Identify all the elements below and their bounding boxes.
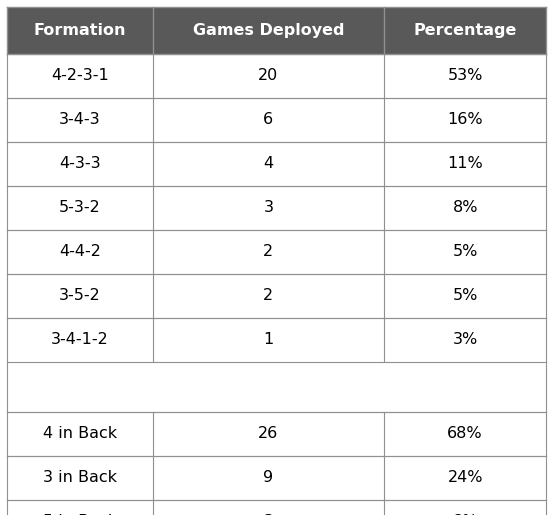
Text: 4-2-3-1: 4-2-3-1 [51, 68, 108, 83]
Bar [153, 456, 384, 500]
Text: 4-4-2: 4-4-2 [59, 245, 101, 260]
Text: 26: 26 [258, 426, 279, 441]
Text: 3: 3 [263, 200, 273, 215]
Bar [7, 186, 153, 230]
Text: 3-4-3: 3-4-3 [59, 112, 101, 128]
Text: 68%: 68% [447, 426, 483, 441]
Text: 2: 2 [263, 245, 274, 260]
Text: 5%: 5% [452, 288, 478, 303]
Bar [384, 142, 546, 186]
Bar [153, 318, 384, 362]
Bar [7, 98, 153, 142]
Text: Percentage: Percentage [414, 23, 517, 38]
Bar [153, 274, 384, 318]
Bar [153, 7, 384, 54]
Bar [384, 98, 546, 142]
Text: 4: 4 [263, 157, 274, 171]
Text: 11%: 11% [447, 157, 483, 171]
Bar [384, 500, 546, 515]
Bar [7, 274, 153, 318]
Bar [384, 230, 546, 274]
Bar [7, 7, 153, 54]
Text: 5-3-2: 5-3-2 [59, 200, 101, 215]
Bar [384, 186, 546, 230]
Bar [7, 54, 153, 98]
Text: 3-4-1-2: 3-4-1-2 [51, 333, 108, 348]
Bar [7, 142, 153, 186]
Bar [384, 7, 546, 54]
Text: 3 in Back: 3 in Back [43, 471, 117, 486]
Text: 53%: 53% [447, 68, 483, 83]
Bar [153, 54, 384, 98]
Text: 5%: 5% [452, 245, 478, 260]
Bar [153, 230, 384, 274]
Bar [7, 318, 153, 362]
Bar [153, 500, 384, 515]
Bar [384, 456, 546, 500]
Text: 20: 20 [258, 68, 279, 83]
Text: 2: 2 [263, 288, 274, 303]
Bar [7, 500, 153, 515]
Bar [7, 230, 153, 274]
Text: 1: 1 [263, 333, 274, 348]
Text: 24%: 24% [447, 471, 483, 486]
Bar [384, 412, 546, 456]
Bar [153, 98, 384, 142]
Text: 9: 9 [263, 471, 274, 486]
Text: 3-5-2: 3-5-2 [59, 288, 101, 303]
Bar [153, 142, 384, 186]
Text: 16%: 16% [447, 112, 483, 128]
Text: 6: 6 [263, 112, 274, 128]
Bar [384, 274, 546, 318]
Text: 4-3-3: 4-3-3 [59, 157, 101, 171]
Text: 8%: 8% [452, 200, 478, 215]
Bar [384, 318, 546, 362]
Text: Formation: Formation [34, 23, 126, 38]
Text: Games Deployed: Games Deployed [192, 23, 344, 38]
Bar [7, 412, 153, 456]
Bar [153, 412, 384, 456]
Bar [384, 54, 546, 98]
Bar [7, 456, 153, 500]
Bar [153, 186, 384, 230]
Text: 4 in Back: 4 in Back [43, 426, 117, 441]
Bar [7, 362, 546, 412]
Text: 3%: 3% [452, 333, 478, 348]
